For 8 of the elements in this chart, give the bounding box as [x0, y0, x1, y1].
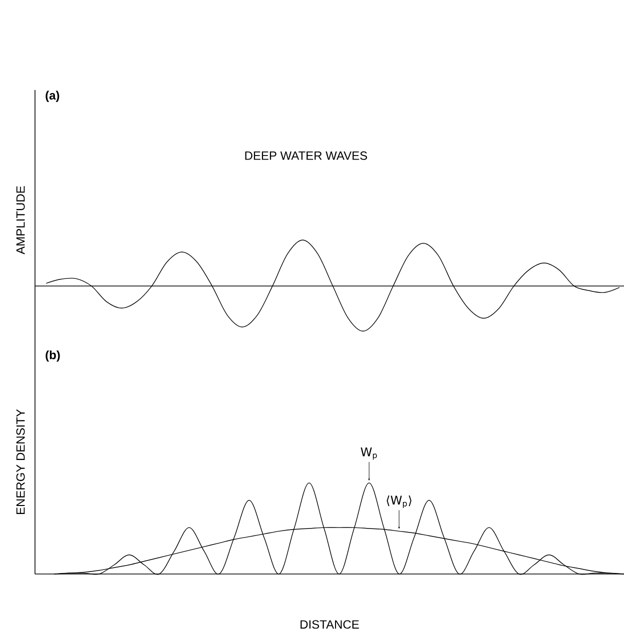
- chart-subtitle: DEEP WATER WAVES: [245, 151, 367, 160]
- annotation: ⟨W$_{p}$⟩: [386, 495, 412, 508]
- x-axis-title: DISTANCE: [300, 620, 359, 629]
- chart-title: (a): [45, 90, 59, 102]
- annotation: W$_{p}$: [360, 448, 377, 460]
- y-axis-title: AMPLITUDE: [16, 186, 25, 254]
- y-axis-title: ENERGY DENSITY: [16, 409, 25, 514]
- chart-title: (b): [45, 350, 60, 362]
